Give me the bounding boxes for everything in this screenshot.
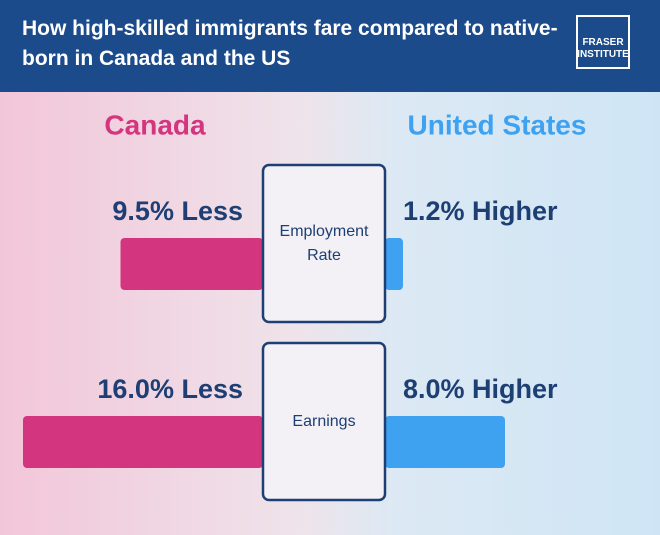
legend-label: Canada — [104, 109, 206, 140]
bar — [120, 238, 263, 290]
value-label: 1.2% Higher — [403, 196, 558, 226]
category-box — [261, 341, 387, 502]
chart-title: How high-skilled immigrants fare compare… — [22, 17, 558, 70]
value-label: 9.5% Less — [112, 196, 243, 226]
category-box — [261, 163, 387, 324]
bar — [23, 416, 263, 468]
bar — [385, 416, 505, 468]
category-label: Earnings — [292, 412, 356, 430]
logo-text: FRASER — [582, 37, 624, 48]
bar — [385, 238, 403, 290]
value-label: 16.0% Less — [97, 374, 243, 404]
header-band — [0, 0, 660, 92]
legend-label: United States — [408, 109, 587, 140]
value-label: 8.0% Higher — [403, 374, 558, 404]
category-label: Employment Rate — [279, 222, 369, 264]
logo-text: INSTITUTE — [577, 49, 629, 60]
logo: FRASER INSTITUTE — [576, 15, 630, 69]
